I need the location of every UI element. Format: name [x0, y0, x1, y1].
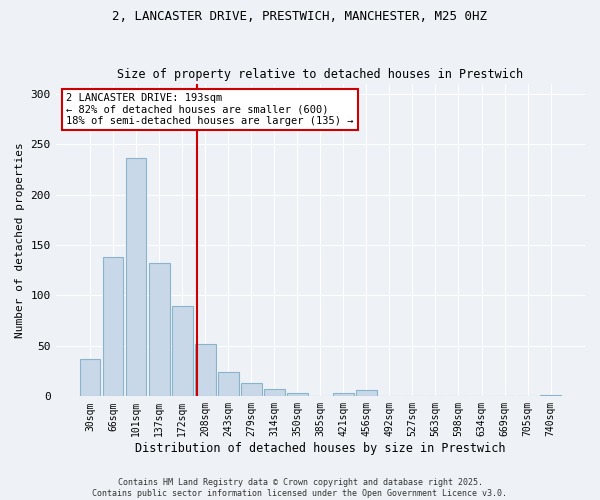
Y-axis label: Number of detached properties: Number of detached properties — [15, 142, 25, 338]
Bar — [126, 158, 146, 396]
Bar — [241, 383, 262, 396]
Bar — [218, 372, 239, 396]
Bar — [264, 390, 284, 396]
Bar — [195, 344, 215, 397]
Bar — [356, 390, 377, 396]
Bar — [172, 306, 193, 396]
Title: Size of property relative to detached houses in Prestwich: Size of property relative to detached ho… — [117, 68, 523, 81]
X-axis label: Distribution of detached houses by size in Prestwich: Distribution of detached houses by size … — [135, 442, 506, 455]
Bar — [287, 394, 308, 396]
Bar — [333, 394, 354, 396]
Text: 2 LANCASTER DRIVE: 193sqm
← 82% of detached houses are smaller (600)
18% of semi: 2 LANCASTER DRIVE: 193sqm ← 82% of detac… — [66, 93, 354, 126]
Text: 2, LANCASTER DRIVE, PRESTWICH, MANCHESTER, M25 0HZ: 2, LANCASTER DRIVE, PRESTWICH, MANCHESTE… — [113, 10, 487, 23]
Text: Contains HM Land Registry data © Crown copyright and database right 2025.
Contai: Contains HM Land Registry data © Crown c… — [92, 478, 508, 498]
Bar — [80, 359, 100, 397]
Bar — [103, 257, 124, 396]
Bar — [149, 263, 170, 396]
